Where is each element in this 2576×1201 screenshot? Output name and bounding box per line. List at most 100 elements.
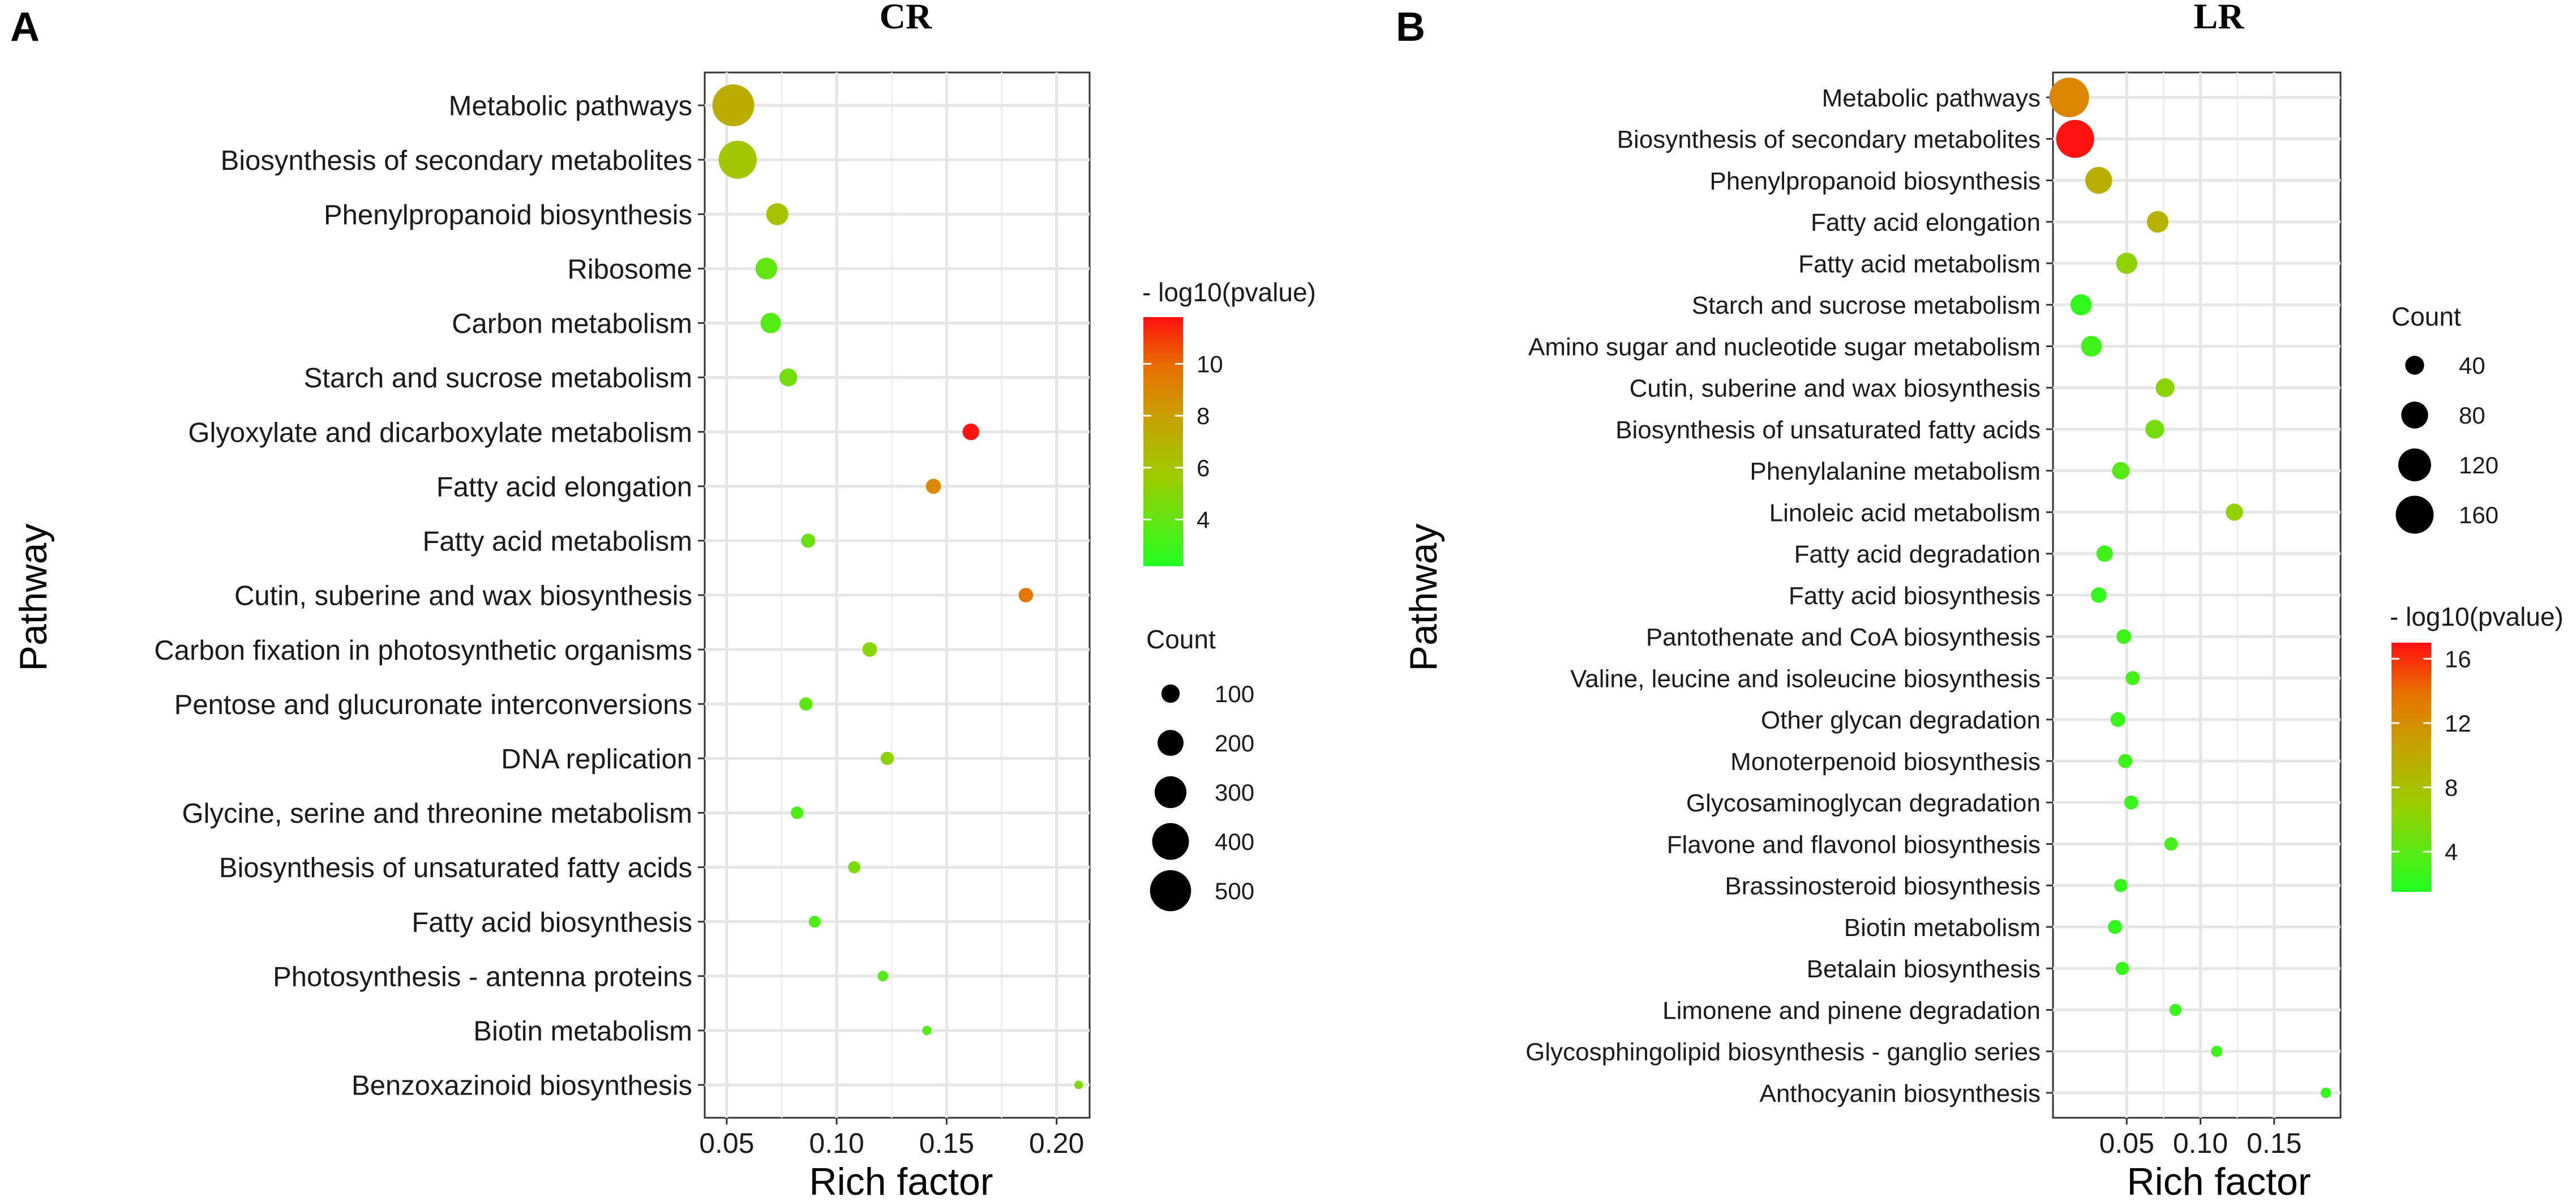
- pathway-label: Pantothenate and CoA biosynthesis: [1646, 623, 2041, 651]
- x-tick-label: 0.15: [2247, 1127, 2301, 1159]
- data-point: [862, 642, 877, 657]
- data-point: [2085, 166, 2112, 194]
- data-point: [877, 971, 889, 982]
- panel-b-color-ticks: 4 8 12 16: [2391, 646, 2471, 865]
- pathway-label: Biotin metabolism: [1844, 914, 2041, 942]
- color-tick-label: 10: [1197, 351, 1223, 378]
- pathway-label: Fatty acid metabolism: [422, 527, 692, 557]
- data-point: [2226, 503, 2243, 521]
- data-point: [755, 258, 778, 280]
- pathway-label: Photosynthesis - antenna proteins: [273, 961, 692, 992]
- data-point: [2108, 920, 2122, 934]
- size-legend-dot: [2401, 401, 2428, 429]
- panel-a-letter: A: [10, 5, 40, 50]
- pathway-label: Benzoxazinoid biosynthesis: [352, 1071, 692, 1101]
- data-point: [2125, 671, 2140, 685]
- color-tick-label: 6: [1197, 455, 1210, 481]
- data-point: [2110, 712, 2125, 727]
- pathway-label: Biotin metabolism: [473, 1016, 692, 1047]
- pathway-label: Starch and sucrose metabolism: [304, 363, 692, 394]
- data-point: [1074, 1080, 1083, 1089]
- panel-a-size-legend: 100 200 300 400 500: [1150, 681, 1254, 912]
- pathway-label: Fatty acid biosynthesis: [1789, 582, 2041, 610]
- size-legend-label: 40: [2459, 352, 2485, 379]
- data-point: [2211, 1045, 2223, 1057]
- data-point: [2155, 378, 2175, 398]
- data-point: [880, 751, 894, 766]
- data-point: [2070, 294, 2092, 315]
- pathway-label: Monoterpenoid biosynthesis: [1730, 748, 2041, 776]
- pathway-label: Cutin, suberine and wax biosynthesis: [1630, 375, 2041, 403]
- data-point: [799, 697, 813, 711]
- data-point: [766, 203, 788, 225]
- data-point: [2116, 629, 2132, 644]
- pathway-label: Fatty acid elongation: [1811, 209, 2041, 237]
- x-tick-label: 0.10: [2173, 1127, 2228, 1159]
- pathway-label: Other glycan degradation: [1761, 707, 2041, 734]
- data-point: [2091, 587, 2107, 603]
- data-point: [712, 84, 755, 126]
- size-legend-label: 300: [1215, 779, 1254, 806]
- panel-a-y-axis-title: Pathway: [12, 524, 55, 672]
- pathway-label: Amino sugar and nucleotide sugar metabol…: [1528, 333, 2041, 361]
- color-tick-label: 12: [2445, 710, 2471, 737]
- pathway-label: Carbon metabolism: [452, 309, 692, 339]
- panel-a-color-legend-title: - log10(pvalue): [1142, 277, 1316, 307]
- data-point: [2146, 211, 2169, 233]
- data-point: [962, 423, 979, 441]
- color-tick-label: 16: [2445, 646, 2471, 672]
- data-point: [1018, 588, 1034, 602]
- data-point: [925, 478, 941, 494]
- data-point: [848, 861, 861, 874]
- panel-b-x-axis-title: Rich factor: [2127, 1160, 2311, 1201]
- data-point: [2096, 545, 2113, 562]
- panel-a-x-ticks: 0.05 0.10 0.15 0.20: [699, 1118, 1084, 1159]
- x-tick-label: 0.05: [699, 1127, 754, 1159]
- pathway-label: Pentose and glucuronate interconversions: [174, 690, 692, 720]
- pathway-label: Betalain biosynthesis: [1807, 955, 2041, 983]
- data-point: [922, 1025, 932, 1035]
- size-legend-label: 160: [2459, 502, 2498, 528]
- panel-b-points: [2049, 78, 2331, 1099]
- pathway-label: Fatty acid degradation: [1794, 541, 2041, 569]
- data-point: [2081, 336, 2102, 357]
- pathway-label: DNA replication: [501, 744, 692, 775]
- panel-b-y-axis-title: Pathway: [1402, 524, 1445, 672]
- panel-a-color-ticks: 4 6 8 10: [1143, 351, 1223, 533]
- color-tick-label: 8: [1197, 403, 1210, 429]
- panel-a-color-bar: [1143, 317, 1183, 566]
- data-point: [808, 916, 821, 928]
- pathway-label: Fatty acid elongation: [436, 472, 692, 502]
- pathway-label: Metabolic pathways: [1822, 84, 2041, 112]
- panel-b-gridlines: [2053, 72, 2341, 1118]
- size-legend-dot: [1150, 870, 1191, 912]
- data-point: [779, 368, 798, 387]
- pathway-label: Anthocyanin biosynthesis: [1759, 1080, 2041, 1108]
- pathway-label: Brassinosteroid biosynthesis: [1725, 873, 2041, 900]
- panel-a-size-legend-title: Count: [1146, 625, 1216, 654]
- x-tick-label: 0.20: [1029, 1127, 1084, 1159]
- pathway-label: Flavone and flavonol biosynthesis: [1667, 831, 2041, 858]
- data-point: [2115, 961, 2129, 976]
- panel-b-title: LR: [2194, 0, 2245, 36]
- pathway-label: Phenylalanine metabolism: [1750, 458, 2041, 485]
- size-legend-dot: [2405, 356, 2424, 375]
- panel-b-lr: B LR Metabolic pathways Biosynthesis of s…: [1396, 0, 2564, 1201]
- pathway-label: Linoleic acid metabolism: [1769, 499, 2041, 527]
- panel-b-size-legend: 40 80 120 160: [2395, 352, 2498, 534]
- pathway-label: Ribosome: [567, 254, 692, 285]
- panel-b-letter: B: [1396, 5, 1425, 50]
- pathway-label: Glycosaminoglycan degradation: [1686, 789, 2041, 817]
- x-tick-label: 0.05: [2099, 1127, 2154, 1159]
- size-legend-dot: [2398, 448, 2431, 481]
- pathway-label: Fatty acid metabolism: [1798, 250, 2041, 278]
- panel-b-pathway-labels: Metabolic pathways Biosynthesis of second…: [1525, 84, 2053, 1108]
- panel-a-cr: A CR Metabolic pathways Biosynthesis of s…: [10, 0, 1316, 1201]
- pathway-label: Starch and sucrose metabolism: [1692, 292, 2041, 319]
- size-legend-dot: [1161, 684, 1180, 703]
- data-point: [2049, 78, 2089, 117]
- data-point: [801, 533, 816, 548]
- size-legend-dot: [1154, 776, 1187, 809]
- pathway-label: Carbon fixation in photosynthetic organi…: [154, 635, 692, 666]
